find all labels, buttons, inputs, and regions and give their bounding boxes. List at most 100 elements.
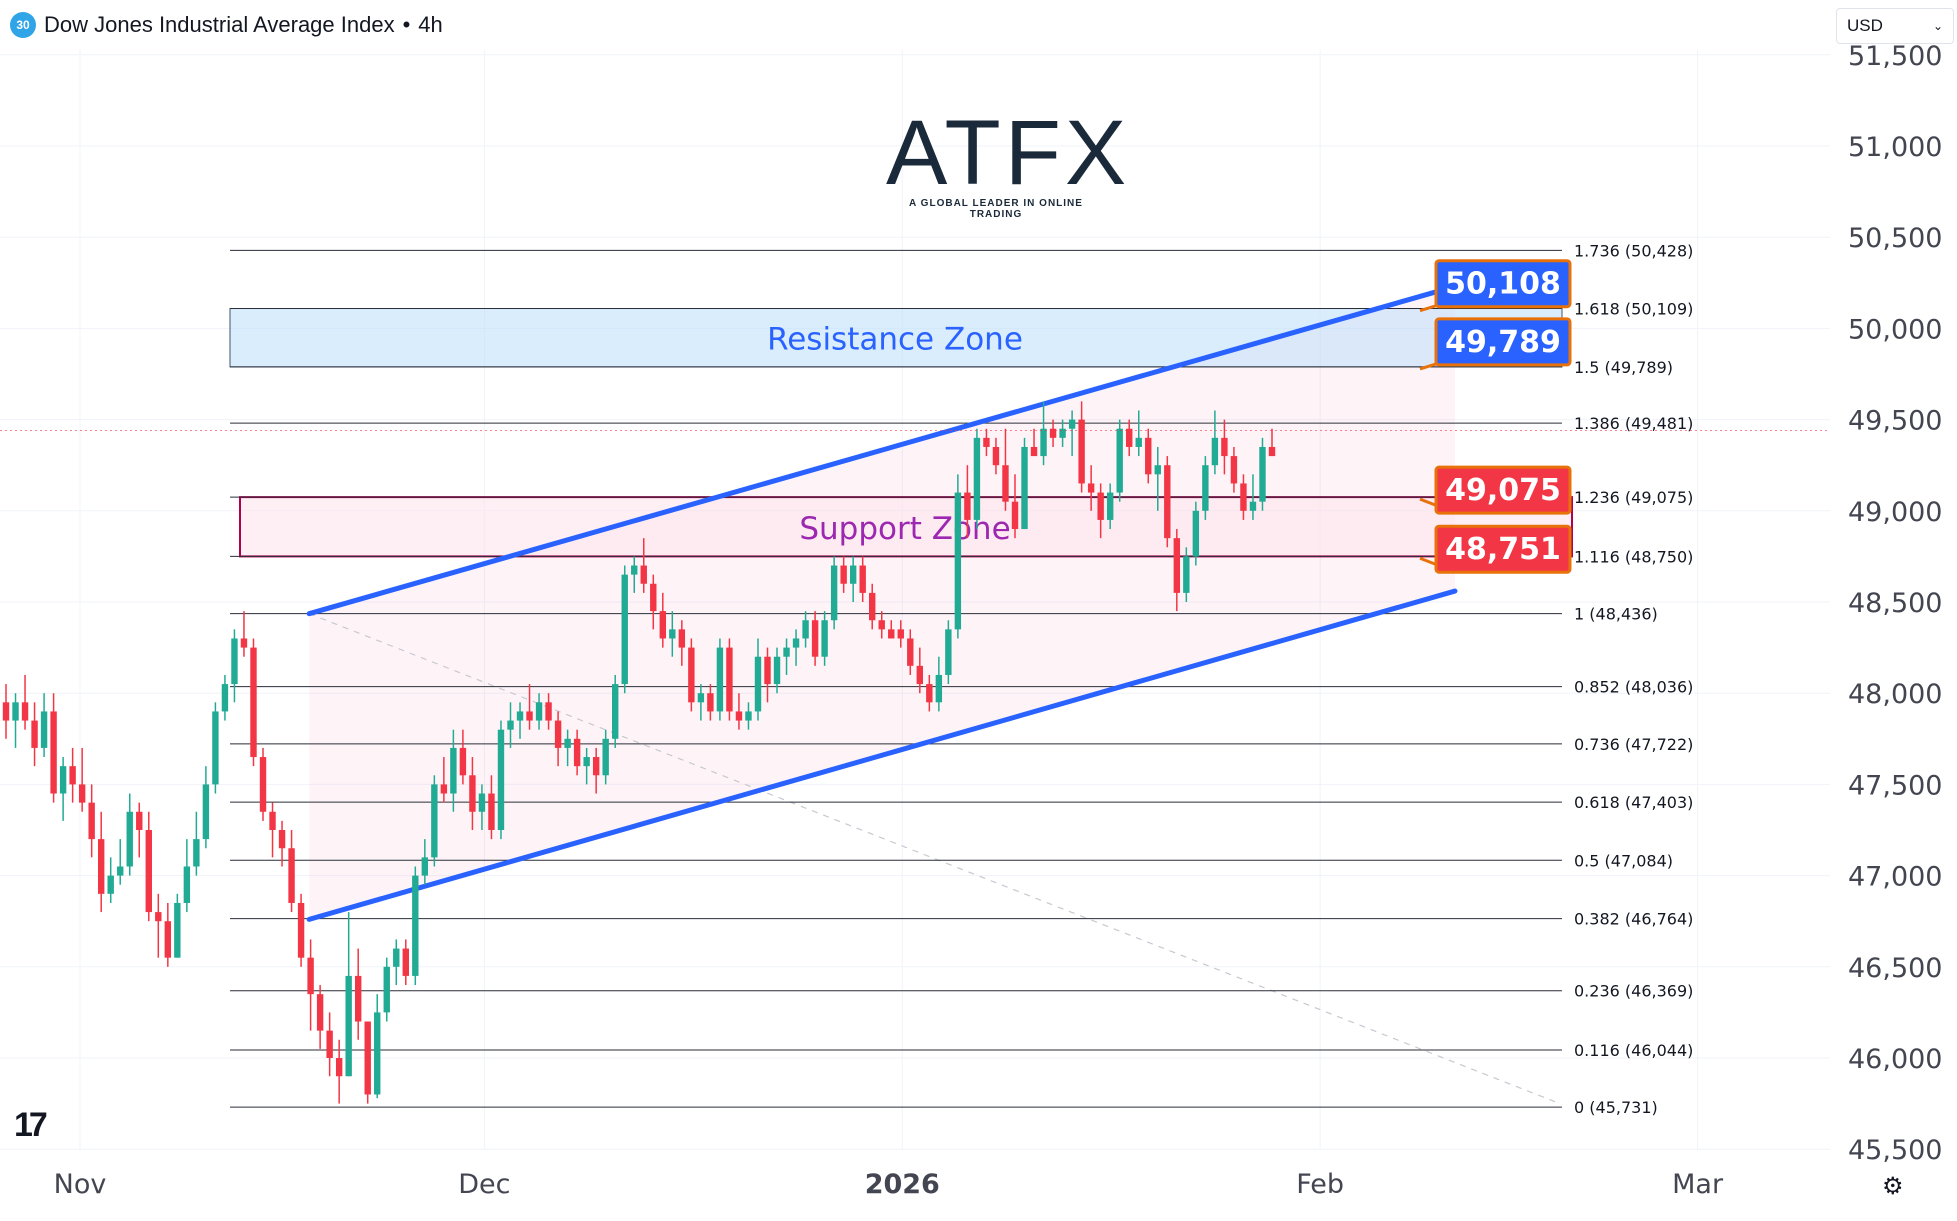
candle-body [1259, 446, 1266, 502]
y-tick-label: 49,500 [1848, 406, 1942, 437]
candle-body [1106, 492, 1114, 520]
candle-body [802, 620, 809, 639]
candle [697, 684, 705, 721]
candle [374, 994, 381, 1099]
candle [354, 948, 362, 1040]
candle-body [792, 638, 800, 648]
candle-body [849, 565, 857, 584]
candle-body [212, 711, 219, 785]
candle [764, 647, 771, 703]
candle [117, 839, 124, 885]
currency-select[interactable]: USD ⌄ [1836, 8, 1954, 44]
x-tick-label: Dec [458, 1169, 510, 1200]
candle-body [345, 975, 352, 1077]
fib-label: 1.386 (49,481) [1574, 414, 1693, 433]
candle [973, 428, 981, 530]
candle [735, 693, 743, 730]
candle [916, 647, 924, 694]
price-tag-box [1434, 524, 1572, 574]
candle [869, 583, 876, 630]
candle-body [288, 848, 295, 903]
candle [1021, 437, 1028, 530]
y-tick-label: 46,000 [1848, 1044, 1942, 1075]
fib-label: 1 (48,436) [1574, 605, 1658, 624]
candle [688, 638, 695, 712]
logo-tagline: A GLOBAL LEADER IN ONLINE TRADING [909, 198, 1083, 220]
candle [602, 729, 609, 785]
candle [202, 766, 210, 849]
candle-body [183, 866, 191, 903]
price-tag-label: 49,789 [1445, 325, 1561, 360]
candle-body [12, 702, 19, 721]
candle [288, 830, 295, 913]
candle-body [830, 565, 838, 621]
candle-body [707, 693, 714, 712]
candle-body [107, 875, 114, 894]
candle [440, 757, 448, 803]
candle-body [1097, 492, 1104, 520]
candle-body [21, 702, 29, 721]
logo-wordmark: ATFX [886, 102, 1131, 204]
candle-body [602, 738, 609, 776]
fib-label: 0.116 (46,044) [1574, 1041, 1693, 1060]
candle-body [1068, 419, 1076, 429]
candle [1068, 410, 1076, 457]
settings-icon[interactable]: ⚙ [1882, 1173, 1904, 1200]
candle [212, 702, 219, 794]
candle-body [697, 693, 705, 703]
candle [1126, 419, 1133, 457]
candle [964, 465, 971, 539]
candle-body [564, 738, 571, 748]
candle [1259, 437, 1266, 511]
candle [1040, 401, 1047, 466]
candle-body [888, 629, 895, 639]
candle-body [811, 620, 819, 657]
candle-body [1030, 446, 1038, 457]
candle [554, 711, 562, 767]
candle-body [1202, 465, 1209, 511]
candle-body [335, 1058, 343, 1077]
candle [802, 611, 809, 648]
candle-body [612, 684, 619, 739]
price-tag-box [1434, 465, 1572, 515]
y-tick-label: 46,500 [1848, 953, 1942, 984]
candle-body [907, 638, 914, 666]
candle [136, 802, 143, 858]
y-tick-label: 47,500 [1848, 770, 1942, 801]
candle [412, 866, 419, 986]
candle [240, 611, 248, 657]
candle-body [402, 948, 409, 976]
candle [307, 939, 314, 1031]
fib-label: 1.736 (50,428) [1574, 241, 1693, 260]
y-tick-label: 51,500 [1848, 41, 1942, 72]
candle-body [50, 711, 57, 794]
candle [383, 957, 390, 1022]
candle-body [497, 729, 505, 830]
interval-label[interactable]: 4h [418, 12, 443, 37]
candle [1078, 401, 1085, 493]
candle-body [2, 702, 10, 721]
candle-body [78, 784, 86, 803]
candle [1116, 419, 1123, 502]
candle [830, 556, 838, 630]
candle-body [431, 784, 438, 858]
candle [1249, 474, 1257, 520]
candle [12, 693, 19, 748]
candle [1145, 428, 1152, 484]
fib-label: 0.5 (47,084) [1574, 851, 1673, 870]
candle-body [1154, 465, 1161, 475]
symbol-title[interactable]: Dow Jones Industrial Average Index [44, 12, 395, 37]
candle [1030, 428, 1038, 457]
chart-header: 30 Dow Jones Industrial Average Index • … [10, 12, 443, 38]
candle-body [459, 747, 467, 776]
candle-body [1011, 501, 1019, 530]
candle-body [193, 839, 200, 867]
tradingview-logo-icon[interactable]: 17 [14, 1106, 48, 1144]
candle [88, 784, 95, 858]
candle [326, 1012, 333, 1077]
candle-body [1192, 510, 1200, 557]
candle-body [992, 446, 1000, 466]
candle [526, 684, 533, 730]
